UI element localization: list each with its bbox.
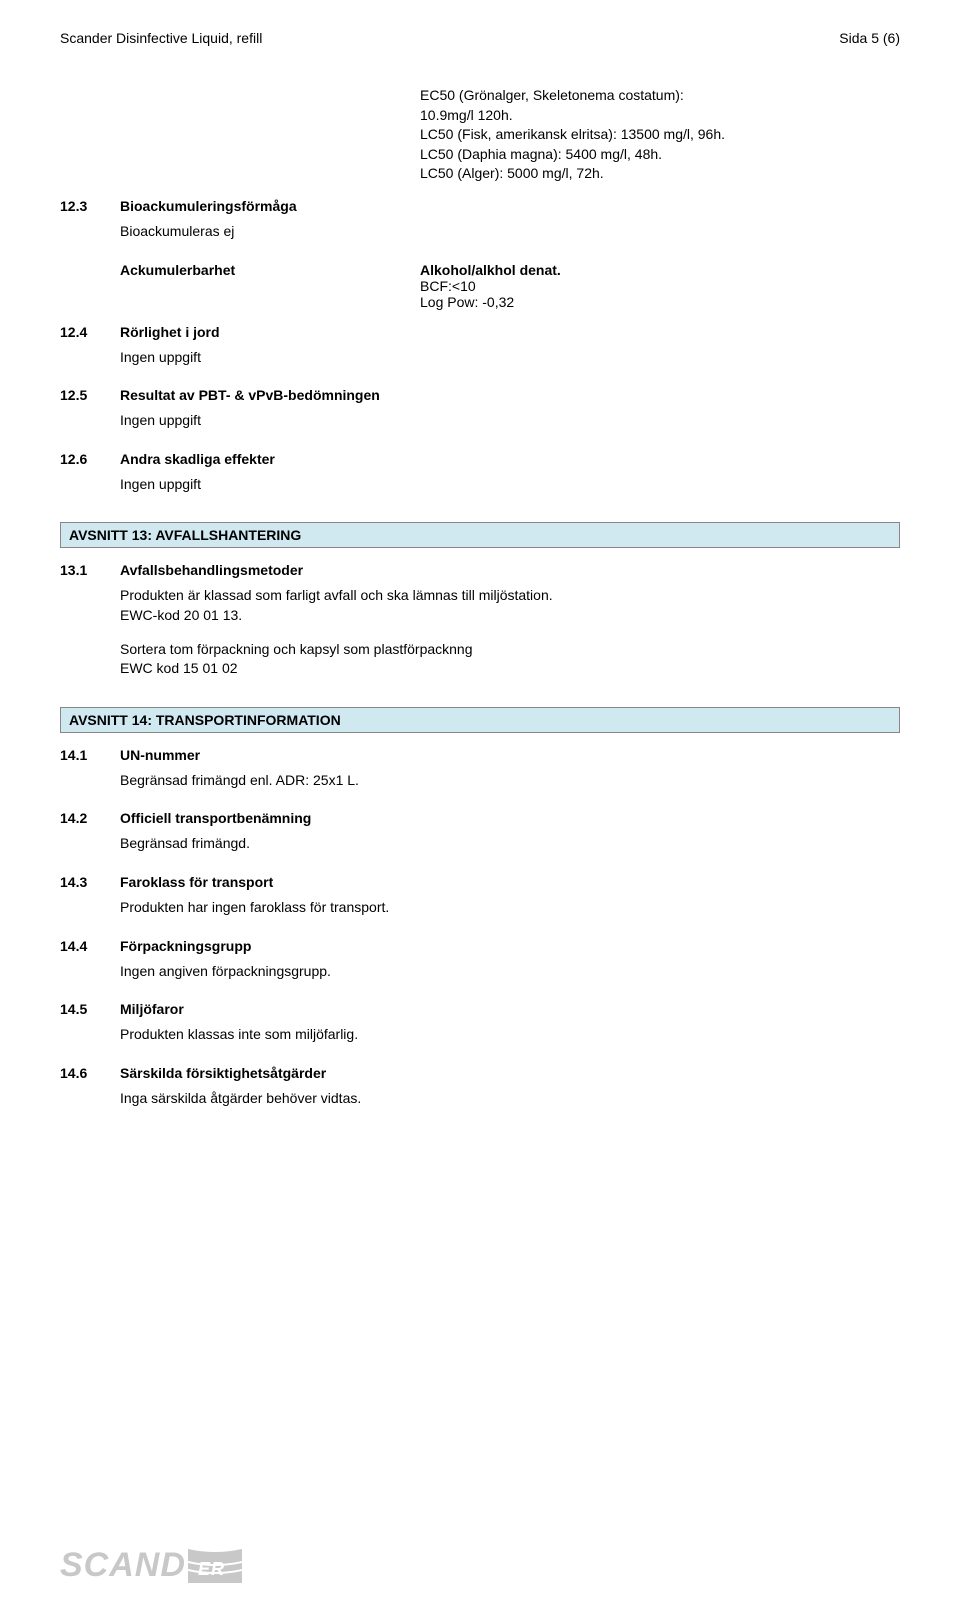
section-number: 14.4 xyxy=(60,938,120,954)
section-14-bar: AVSNITT 14: TRANSPORTINFORMATION xyxy=(60,707,900,733)
section-number: 12.5 xyxy=(60,387,120,403)
section-14-5-heading: 14.5 Miljöfaror xyxy=(60,1001,900,1017)
ackum-val-bold: Alkohol/alkhol denat. xyxy=(420,262,900,278)
body-line: Produkten är klassad som farligt avfall … xyxy=(120,586,900,606)
section-title: Faroklass för transport xyxy=(120,874,273,890)
section-14-4-body: Ingen angiven förpackningsgrupp. xyxy=(120,962,900,982)
ec50-line: LC50 (Daphia magna): 5400 mg/l, 48h. xyxy=(420,145,900,165)
section-number: 14.6 xyxy=(60,1065,120,1081)
section-title: UN-nummer xyxy=(120,747,200,763)
section-12-3-heading: 12.3 Bioackumuleringsförmåga xyxy=(60,198,900,214)
svg-text:ER: ER xyxy=(198,1559,225,1579)
section-13-bar: AVSNITT 13: AVFALLSHANTERING xyxy=(60,522,900,548)
ackumulerbarhet-row: Ackumulerbarhet Alkohol/alkhol denat. BC… xyxy=(120,262,900,310)
section-12-6-heading: 12.6 Andra skadliga effekter xyxy=(60,451,900,467)
ec50-line: EC50 (Grönalger, Skeletonema costatum): xyxy=(420,86,900,106)
ackumulerbarhet-values: Alkohol/alkhol denat. BCF:<10 Log Pow: -… xyxy=(420,262,900,310)
section-title: Bioackumuleringsförmåga xyxy=(120,198,297,214)
body-line: EWC-kod 20 01 13. xyxy=(120,606,900,626)
section-number: 12.6 xyxy=(60,451,120,467)
section-14-6-heading: 14.6 Särskilda försiktighetsåtgärder xyxy=(60,1065,900,1081)
section-14-4-heading: 14.4 Förpackningsgrupp xyxy=(60,938,900,954)
section-title: Rörlighet i jord xyxy=(120,324,220,340)
section-number: 14.1 xyxy=(60,747,120,763)
scander-logo: SCAND ER xyxy=(60,1546,242,1585)
section-title: Förpackningsgrupp xyxy=(120,938,251,954)
spacer xyxy=(120,626,900,640)
section-14-6-body: Inga särskilda åtgärder behöver vidtas. xyxy=(120,1089,900,1109)
page-indicator: Sida 5 (6) xyxy=(839,30,900,46)
flag-icon: ER xyxy=(188,1549,242,1583)
section-title: Miljöfaror xyxy=(120,1001,184,1017)
logo-text: SCAND ER xyxy=(60,1546,242,1585)
ackumulerbarhet-label: Ackumulerbarhet xyxy=(120,262,420,310)
section-title: Särskilda försiktighetsåtgärder xyxy=(120,1065,326,1081)
section-14-5-body: Produkten klassas inte som miljöfarlig. xyxy=(120,1025,900,1045)
section-number: 14.5 xyxy=(60,1001,120,1017)
ec50-line: LC50 (Alger): 5000 mg/l, 72h. xyxy=(420,164,900,184)
product-name: Scander Disinfective Liquid, refill xyxy=(60,30,262,46)
section-14-1-heading: 14.1 UN-nummer xyxy=(60,747,900,763)
section-number: 14.2 xyxy=(60,810,120,826)
section-14-2-heading: 14.2 Officiell transportbenämning xyxy=(60,810,900,826)
section-12-3-body: Bioackumuleras ej xyxy=(120,222,900,242)
section-14-3-heading: 14.3 Faroklass för transport xyxy=(60,874,900,890)
section-number: 12.4 xyxy=(60,324,120,340)
section-title: Officiell transportbenämning xyxy=(120,810,311,826)
section-12-5-heading: 12.5 Resultat av PBT- & vPvB-bedömningen xyxy=(60,387,900,403)
section-number: 13.1 xyxy=(60,562,120,578)
body-line: EWC kod 15 01 02 xyxy=(120,659,900,679)
section-12-4-body: Ingen uppgift xyxy=(120,348,900,368)
body-line: Sortera tom förpackning och kapsyl som p… xyxy=(120,640,900,660)
section-12-5-body: Ingen uppgift xyxy=(120,411,900,431)
section-title: Resultat av PBT- & vPvB-bedömningen xyxy=(120,387,380,403)
ec50-line: LC50 (Fisk, amerikansk elritsa): 13500 m… xyxy=(420,125,900,145)
section-13-1-body: Produkten är klassad som farligt avfall … xyxy=(120,586,900,678)
section-title: Avfallsbehandlingsmetoder xyxy=(120,562,303,578)
page: Scander Disinfective Liquid, refill Sida… xyxy=(0,0,960,1615)
ec50-line: 10.9mg/l 120h. xyxy=(420,106,900,126)
section-14-3-body: Produkten har ingen faroklass för transp… xyxy=(120,898,900,918)
section-title: Andra skadliga effekter xyxy=(120,451,275,467)
section-12-6-body: Ingen uppgift xyxy=(120,475,900,495)
ackum-val-line: BCF:<10 xyxy=(420,278,900,294)
section-14-1-body: Begränsad frimängd enl. ADR: 25x1 L. xyxy=(120,771,900,791)
page-header: Scander Disinfective Liquid, refill Sida… xyxy=(60,30,900,46)
section-13-1-heading: 13.1 Avfallsbehandlingsmetoder xyxy=(60,562,900,578)
section-number: 14.3 xyxy=(60,874,120,890)
ec50-block: EC50 (Grönalger, Skeletonema costatum): … xyxy=(420,86,900,184)
section-number: 12.3 xyxy=(60,198,120,214)
logo-text-part1: SCAND xyxy=(60,1546,186,1585)
section-12-4-heading: 12.4 Rörlighet i jord xyxy=(60,324,900,340)
section-14-2-body: Begränsad frimängd. xyxy=(120,834,900,854)
ackum-val-line: Log Pow: -0,32 xyxy=(420,294,900,310)
